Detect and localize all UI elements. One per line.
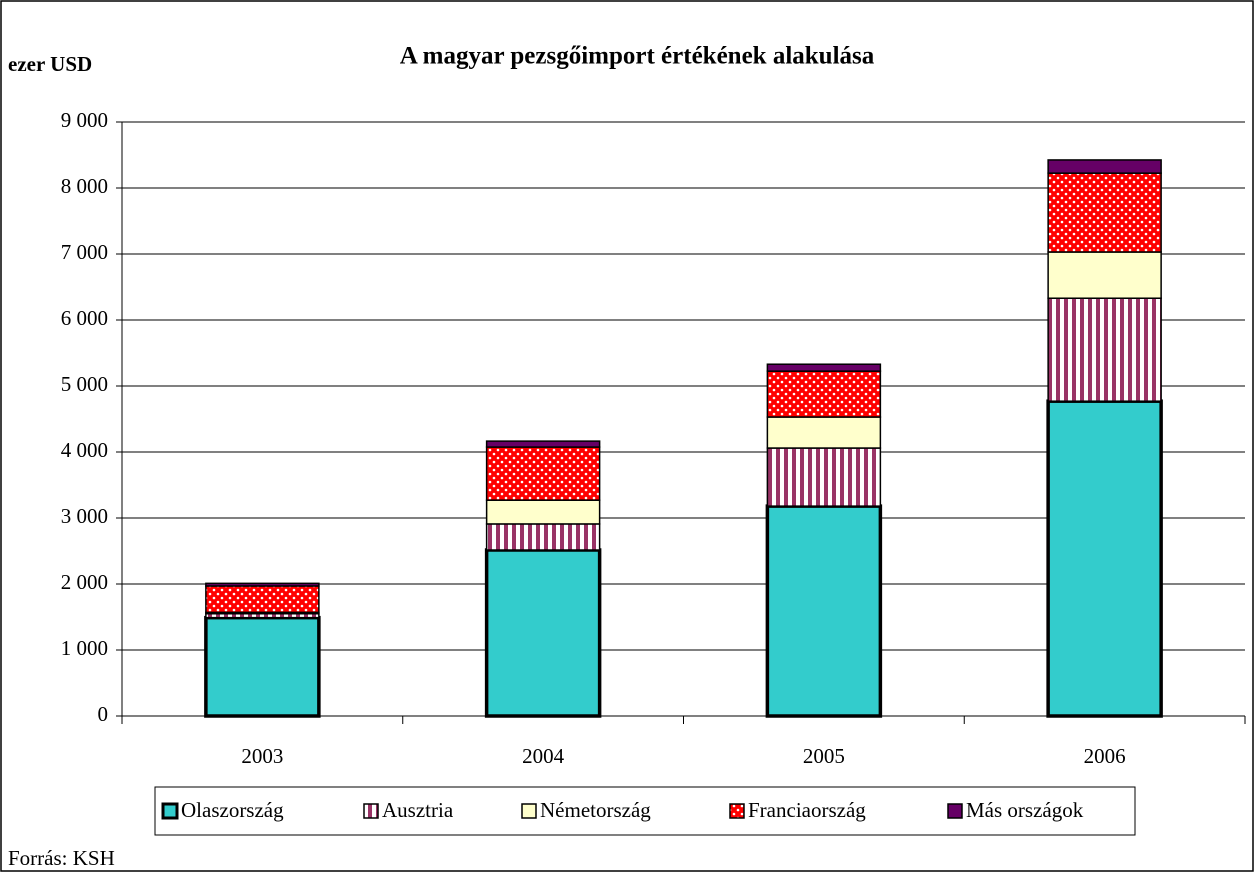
y-tick-label: 8 000: [61, 174, 108, 198]
legend-label: Ausztria: [382, 798, 454, 822]
y-tick-label: 6 000: [61, 306, 108, 330]
legend-label: Németország: [540, 798, 651, 822]
legend-label: Olaszország: [181, 798, 284, 822]
bar-segment: [485, 446, 601, 501]
bar-segment: [1047, 297, 1162, 402]
x-tick-label: 2004: [522, 744, 565, 768]
y-tick-label: 4 000: [61, 438, 108, 462]
legend-swatch: [729, 803, 745, 819]
bar-segment: [1047, 251, 1162, 299]
bar-segment: [485, 440, 601, 448]
source: Forrás: KSH: [8, 846, 115, 870]
bar-segment: [766, 370, 882, 418]
bar-segment: [205, 585, 320, 614]
x-tick-label: 2006: [1084, 744, 1126, 768]
bar-segment: [484, 548, 602, 718]
y-tick-label: 5 000: [61, 372, 108, 396]
chart-title: A magyar pezsgőimport értékének alakulás…: [400, 43, 875, 70]
legend-swatch: [363, 803, 379, 819]
y-tick-label: 9 000: [61, 108, 108, 132]
x-tick-label: 2005: [803, 744, 845, 768]
legend: [154, 786, 1136, 836]
bar-segment: [1047, 172, 1162, 253]
bar-segment: [765, 504, 883, 718]
y-axis-label: ezer USD: [8, 52, 92, 76]
x-tick-label: 2003: [241, 744, 283, 768]
bar-segment: [766, 447, 882, 507]
bar-segment: [766, 363, 882, 372]
legend-label: Más országok: [966, 798, 1084, 822]
bar-segment: [485, 499, 601, 525]
y-tick-label: 7 000: [61, 240, 108, 264]
legend-swatch: [947, 803, 963, 819]
y-tick-label: 2 000: [61, 570, 108, 594]
bar-segment: [1047, 159, 1162, 174]
y-tick-label: 3 000: [61, 504, 108, 528]
legend-swatch: [161, 802, 179, 820]
y-tick-label: 1 000: [61, 636, 108, 660]
legend-swatch: [521, 803, 537, 819]
bar-segment: [204, 615, 321, 718]
bar-segment: [485, 523, 601, 551]
y-tick-label: 0: [98, 702, 109, 726]
bar-segment: [766, 416, 882, 449]
bar-segment: [1046, 399, 1163, 718]
legend-label: Franciaország: [748, 798, 866, 822]
bar-segment: [205, 582, 320, 587]
